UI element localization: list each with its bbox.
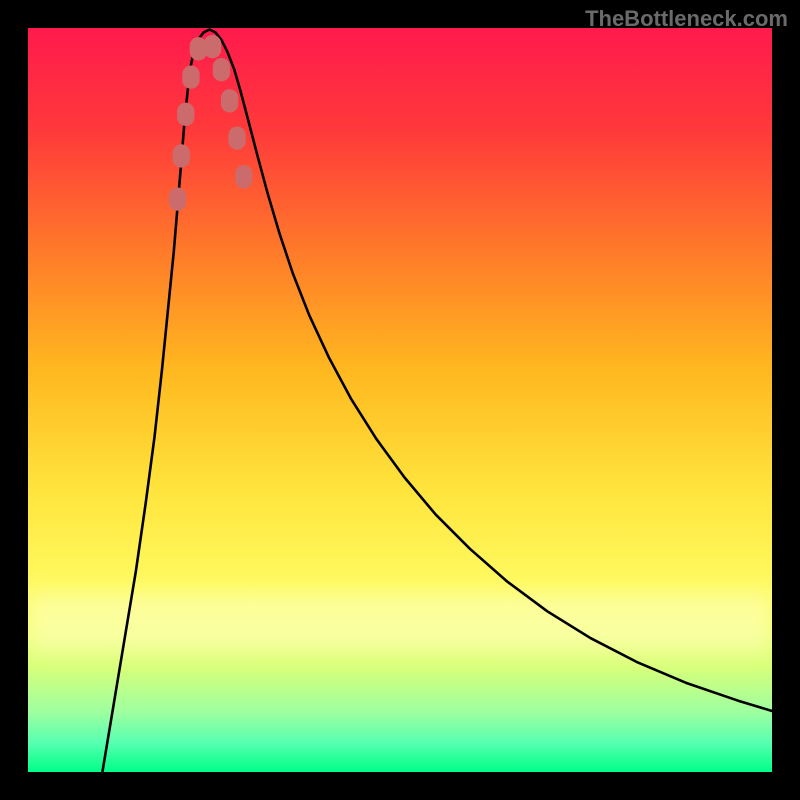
curve-marker — [213, 59, 229, 81]
curve-marker — [178, 103, 194, 125]
plot-area — [28, 28, 772, 772]
curve-marker — [183, 66, 199, 88]
markers-group — [169, 35, 252, 210]
plot-frame — [0, 0, 800, 800]
curve-marker — [221, 90, 237, 112]
curve-marker — [173, 145, 189, 167]
chart-svg — [28, 28, 772, 772]
curve-marker — [229, 127, 245, 149]
bottleneck-curve — [102, 29, 772, 772]
curve-marker — [169, 188, 185, 210]
curve-marker — [236, 166, 252, 188]
curve-marker — [204, 35, 220, 57]
attribution-text: TheBottleneck.com — [585, 6, 788, 32]
